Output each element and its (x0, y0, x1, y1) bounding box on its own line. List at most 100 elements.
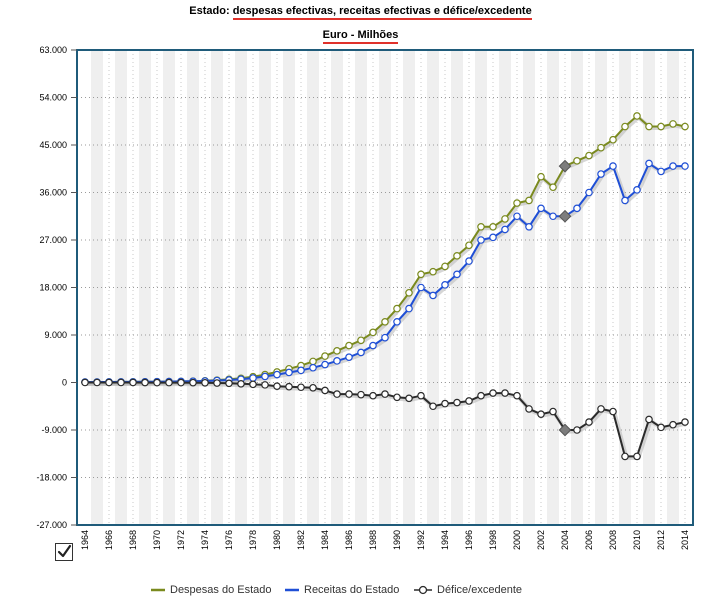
data-point (273, 382, 281, 390)
data-point (285, 368, 293, 377)
highlight-point (558, 159, 572, 173)
legend-swatch-receitas (285, 588, 299, 592)
x-tick-label: 1972 (176, 530, 186, 550)
data-point (669, 120, 677, 128)
highlight-point (558, 209, 572, 223)
data-point (573, 157, 581, 165)
data-point (309, 383, 317, 392)
x-tick-label: 1974 (200, 530, 210, 550)
x-tick-label: 1994 (440, 530, 450, 550)
data-point (177, 378, 185, 387)
x-tick-label: 2002 (536, 530, 546, 550)
x-tick-label: 1984 (320, 530, 330, 550)
y-tick-label: 45.000 (39, 140, 67, 150)
data-point (381, 318, 389, 326)
data-point (429, 402, 437, 411)
data-point (189, 378, 197, 387)
data-point (225, 379, 233, 388)
data-point (333, 390, 341, 398)
data-point (621, 452, 629, 461)
data-point (549, 183, 557, 192)
data-point (645, 159, 653, 168)
data-point (417, 391, 425, 400)
legend-item-despesas[interactable]: Despesas do Estado (151, 584, 272, 596)
data-point (549, 212, 557, 221)
x-tick-label: 1996 (464, 530, 474, 550)
data-point (525, 223, 533, 231)
data-point (357, 348, 365, 357)
data-point (453, 252, 461, 260)
x-tick-label: 1978 (248, 530, 258, 550)
data-point (453, 398, 461, 407)
data-point (657, 423, 665, 432)
data-point (513, 391, 521, 400)
x-tick-label: 1986 (344, 530, 354, 550)
x-tick-label: 1982 (296, 530, 306, 550)
legend-item-defice[interactable]: Défice/excedente (414, 584, 522, 596)
data-point (357, 336, 365, 345)
chart-subtitle: Euro - Milhões (322, 29, 399, 44)
x-tick-label: 2008 (608, 530, 618, 550)
data-point (405, 288, 413, 297)
data-point (429, 291, 437, 300)
data-point (261, 381, 269, 389)
data-point (609, 407, 617, 416)
chart-title-main: despesas efectivas, receitas efectivas e… (232, 5, 532, 20)
data-point (477, 236, 485, 244)
data-point (441, 399, 449, 408)
data-point (465, 257, 473, 265)
y-tick-label: 36.000 (39, 188, 67, 198)
data-point (549, 407, 557, 416)
y-axis-labels: 63.000 54.000 45.000 36.000 27.000 18.000 9.00… (36, 45, 67, 530)
x-axis-labels: 1964 1966 1968 1970 1972 1974 1976 1978 1980 1982… (80, 530, 690, 550)
data-point (537, 172, 545, 181)
data-point (645, 415, 653, 424)
data-point (657, 167, 665, 176)
x-tick-label: 1970 (152, 530, 162, 550)
data-point (369, 328, 377, 337)
data-point (513, 212, 521, 221)
y-tick-label: 54.000 (39, 93, 67, 103)
data-point (537, 204, 545, 213)
data-point (381, 390, 389, 398)
y-tick-label: 18.000 (39, 283, 67, 293)
data-point (585, 188, 593, 197)
x-tick-label: 1964 (80, 530, 90, 550)
data-point (489, 223, 497, 231)
data-point (417, 283, 425, 292)
checkbox-icon[interactable] (55, 543, 73, 561)
data-point (273, 370, 281, 379)
data-point (501, 215, 509, 223)
legend-label-receitas: Receitas do Estado (304, 584, 400, 596)
data-point (525, 405, 533, 413)
data-point (321, 386, 329, 395)
data-point (405, 304, 413, 313)
data-point (621, 122, 629, 131)
data-point (657, 122, 665, 131)
data-point (585, 418, 593, 426)
data-point (489, 389, 497, 397)
chart-title-prefix: Estado: (189, 5, 230, 17)
data-point (633, 452, 641, 461)
data-point (669, 162, 677, 170)
data-point (249, 374, 257, 382)
data-point (405, 394, 413, 403)
highlight-point (558, 423, 572, 437)
data-point (285, 382, 293, 391)
x-tick-label: 1976 (224, 530, 234, 550)
data-point (393, 304, 401, 313)
data-point (333, 357, 341, 365)
data-point (393, 318, 401, 326)
data-point (681, 418, 689, 426)
chart-title: Estado: despesas efectivas, receitas efe… (0, 5, 721, 20)
legend-item-receitas[interactable]: Receitas do Estado (285, 584, 399, 596)
series-points (81, 112, 689, 461)
x-tick-label: 2006 (584, 530, 594, 550)
data-point (465, 241, 473, 250)
data-point (81, 378, 89, 387)
data-point (621, 196, 629, 205)
data-point (513, 199, 521, 207)
x-tick-label: 1966 (104, 530, 114, 550)
data-point (525, 196, 533, 205)
